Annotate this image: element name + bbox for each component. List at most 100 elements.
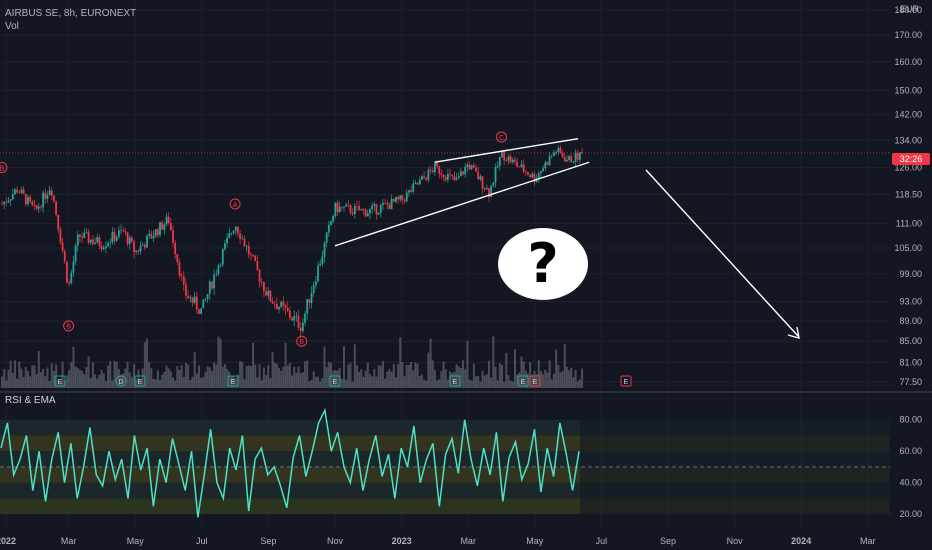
volume-bar [245,366,248,388]
candle-body [349,205,352,213]
volume-bar [148,361,151,388]
volume-bar [503,381,506,388]
candle-body [446,173,449,181]
volume-bar [68,370,71,388]
candle-body [178,262,181,276]
volume-bar [213,362,216,388]
candle-body [330,221,332,225]
volume-bar [297,366,300,388]
candle-body [128,237,131,245]
candle-body [295,315,298,317]
candle-body [572,161,575,163]
volume-bar [65,375,68,388]
volume-bar [384,378,387,388]
candle-body [369,209,371,214]
candle-body [241,238,244,240]
volume-bar [522,361,525,388]
candle-body [481,176,484,189]
volume-bar [115,361,118,388]
volume-bar [544,369,547,388]
candle-body [520,164,523,168]
candle-body [208,281,211,295]
volume-bar [139,379,142,388]
candle-body [35,205,38,209]
volume-bar [488,360,491,388]
candle-body [98,237,101,246]
volume-bar [355,365,358,388]
candle-body [382,203,384,206]
volume-bar [159,380,162,388]
candle-body [332,215,335,222]
volume-bar [217,336,220,388]
candle-body [427,169,430,180]
candle-body [297,315,300,328]
volume-bar [113,360,116,388]
event-marker-box [227,375,239,387]
candle-body [137,250,140,252]
volume-bar [76,368,79,388]
candle-body [479,176,482,180]
candle-body [451,174,454,176]
volume-bar [468,379,471,388]
event-marker-label: E [58,379,63,386]
volume-bar [340,378,343,388]
event-marker-box [449,375,461,387]
candle-body [449,173,451,175]
volume-bar [37,351,40,388]
price-tick-label: 93.00 [899,297,922,307]
volume-bar [423,379,426,388]
candle-body [124,231,127,233]
volume-bar [433,369,436,388]
volume-bar [219,338,222,388]
candle-body [498,157,501,166]
x-tick-label: May [526,536,544,546]
candle-body [360,208,363,211]
channel-lower-line [334,161,590,247]
volume-bar [20,368,23,388]
volume-bar [61,361,64,388]
wave-label-circle [296,335,308,347]
candle-body [477,171,480,180]
rsi-indicator-label[interactable]: RSI & EMA [5,395,56,406]
candle-body [146,235,148,248]
volume-bar [475,376,478,388]
candle-body [293,316,296,321]
volume-bar [241,361,244,388]
rsi-band [0,498,580,515]
volume-bar [453,371,456,388]
volume-bar [221,366,224,388]
candle-body [83,232,86,239]
candle-body [282,301,285,306]
price-tick-label: 111.00 [896,218,922,228]
candle-body [275,304,278,310]
volume-bar [550,379,553,388]
volume-bar [366,362,369,388]
rsi-band [0,435,580,452]
candle-body [531,173,534,178]
candle-body [568,156,570,161]
volume-bar [546,372,549,388]
wave-label-circle [0,161,8,173]
rsi-pane [0,407,890,518]
price-tick-label: 89.00 [899,316,922,326]
symbol-title[interactable]: AIRBUS SE, 8h, EURONEXT [5,8,137,19]
volume-bar [117,369,120,388]
candle-body [92,239,94,244]
volume-bar [258,364,261,388]
candle-body [133,241,135,253]
volume-bar [182,376,185,388]
volume-bar [111,380,114,388]
volume-bar [271,351,274,388]
candle-body [115,236,118,241]
candle-body [442,174,445,178]
event-marker-box [134,375,146,387]
volume-bar [342,346,345,388]
volume-bar [561,371,564,388]
x-tick-label: 2023 [392,536,412,546]
volume-bar [104,381,107,388]
candle-body [306,299,309,314]
volume-bar [243,379,246,388]
candle-body [503,150,506,161]
candle-body [42,192,45,208]
candle-body [61,242,64,251]
